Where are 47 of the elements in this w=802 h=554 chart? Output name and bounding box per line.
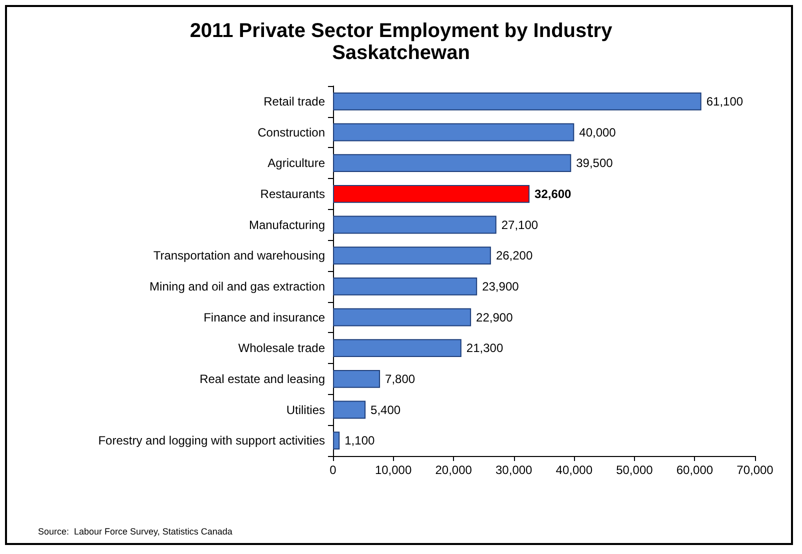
- y-tick-label: Mining and oil and gas extraction: [150, 279, 325, 294]
- data-label: 27,100: [501, 218, 538, 232]
- x-tick-label: 40,000: [556, 463, 593, 477]
- data-label: 32,600: [534, 186, 572, 201]
- data-label: 21,300: [466, 341, 504, 356]
- y-tick-label: Construction: [258, 125, 325, 140]
- bar: [333, 154, 572, 172]
- x-tick-label: 10,000: [374, 463, 412, 477]
- y-tick-label: Manufacturing: [248, 218, 325, 232]
- bar: [333, 184, 530, 203]
- y-tick-label: Forestry and logging with support activities: [98, 434, 325, 448]
- x-tick-label: 20,000: [435, 463, 472, 477]
- y-tick-label: Transportation and warehousing: [153, 248, 325, 263]
- data-label: 5,400: [370, 402, 401, 417]
- y-tick-label: Retail trade: [264, 94, 326, 108]
- data-label: 61,100: [706, 94, 744, 108]
- chart-title: 2011 Private Sector Employment by Industry: [190, 20, 614, 42]
- data-label: 39,500: [576, 156, 614, 170]
- bar: [333, 370, 380, 388]
- x-tick-label: 0: [330, 463, 337, 477]
- data-label: 1,100: [344, 434, 375, 448]
- y-tick-label: Real estate and leasing: [200, 372, 325, 386]
- x-tick-label: 50,000: [616, 463, 654, 477]
- data-label: 7,800: [385, 372, 416, 386]
- x-tick-label: 60,000: [676, 463, 714, 477]
- bar: [333, 432, 340, 450]
- y-tick-label: Agriculture: [268, 156, 326, 170]
- x-tick-label: 70,000: [736, 463, 774, 477]
- y-tick-label: Utilities: [286, 402, 325, 417]
- data-label: 40,000: [579, 125, 616, 140]
- data-label: 26,200: [496, 248, 533, 263]
- bar: [333, 216, 496, 234]
- y-tick-label: Wholesale trade: [238, 341, 326, 356]
- bar: [333, 246, 491, 265]
- x-tick-label: 30,000: [496, 463, 533, 477]
- bar: [333, 339, 462, 358]
- bar: [333, 277, 478, 296]
- data-label: 23,900: [482, 279, 520, 294]
- bar: [333, 308, 472, 326]
- chart-subtitle: Saskatchewan: [332, 42, 470, 64]
- y-tick-label: Finance and insurance: [204, 310, 326, 324]
- y-tick-label: Restaurants: [260, 186, 325, 201]
- bar: [333, 400, 366, 419]
- source-note: Source: Labour Force Survey, Statistics Canada: [38, 526, 232, 536]
- bar: [333, 92, 702, 110]
- bar: [333, 123, 574, 142]
- data-label: 22,900: [476, 310, 514, 324]
